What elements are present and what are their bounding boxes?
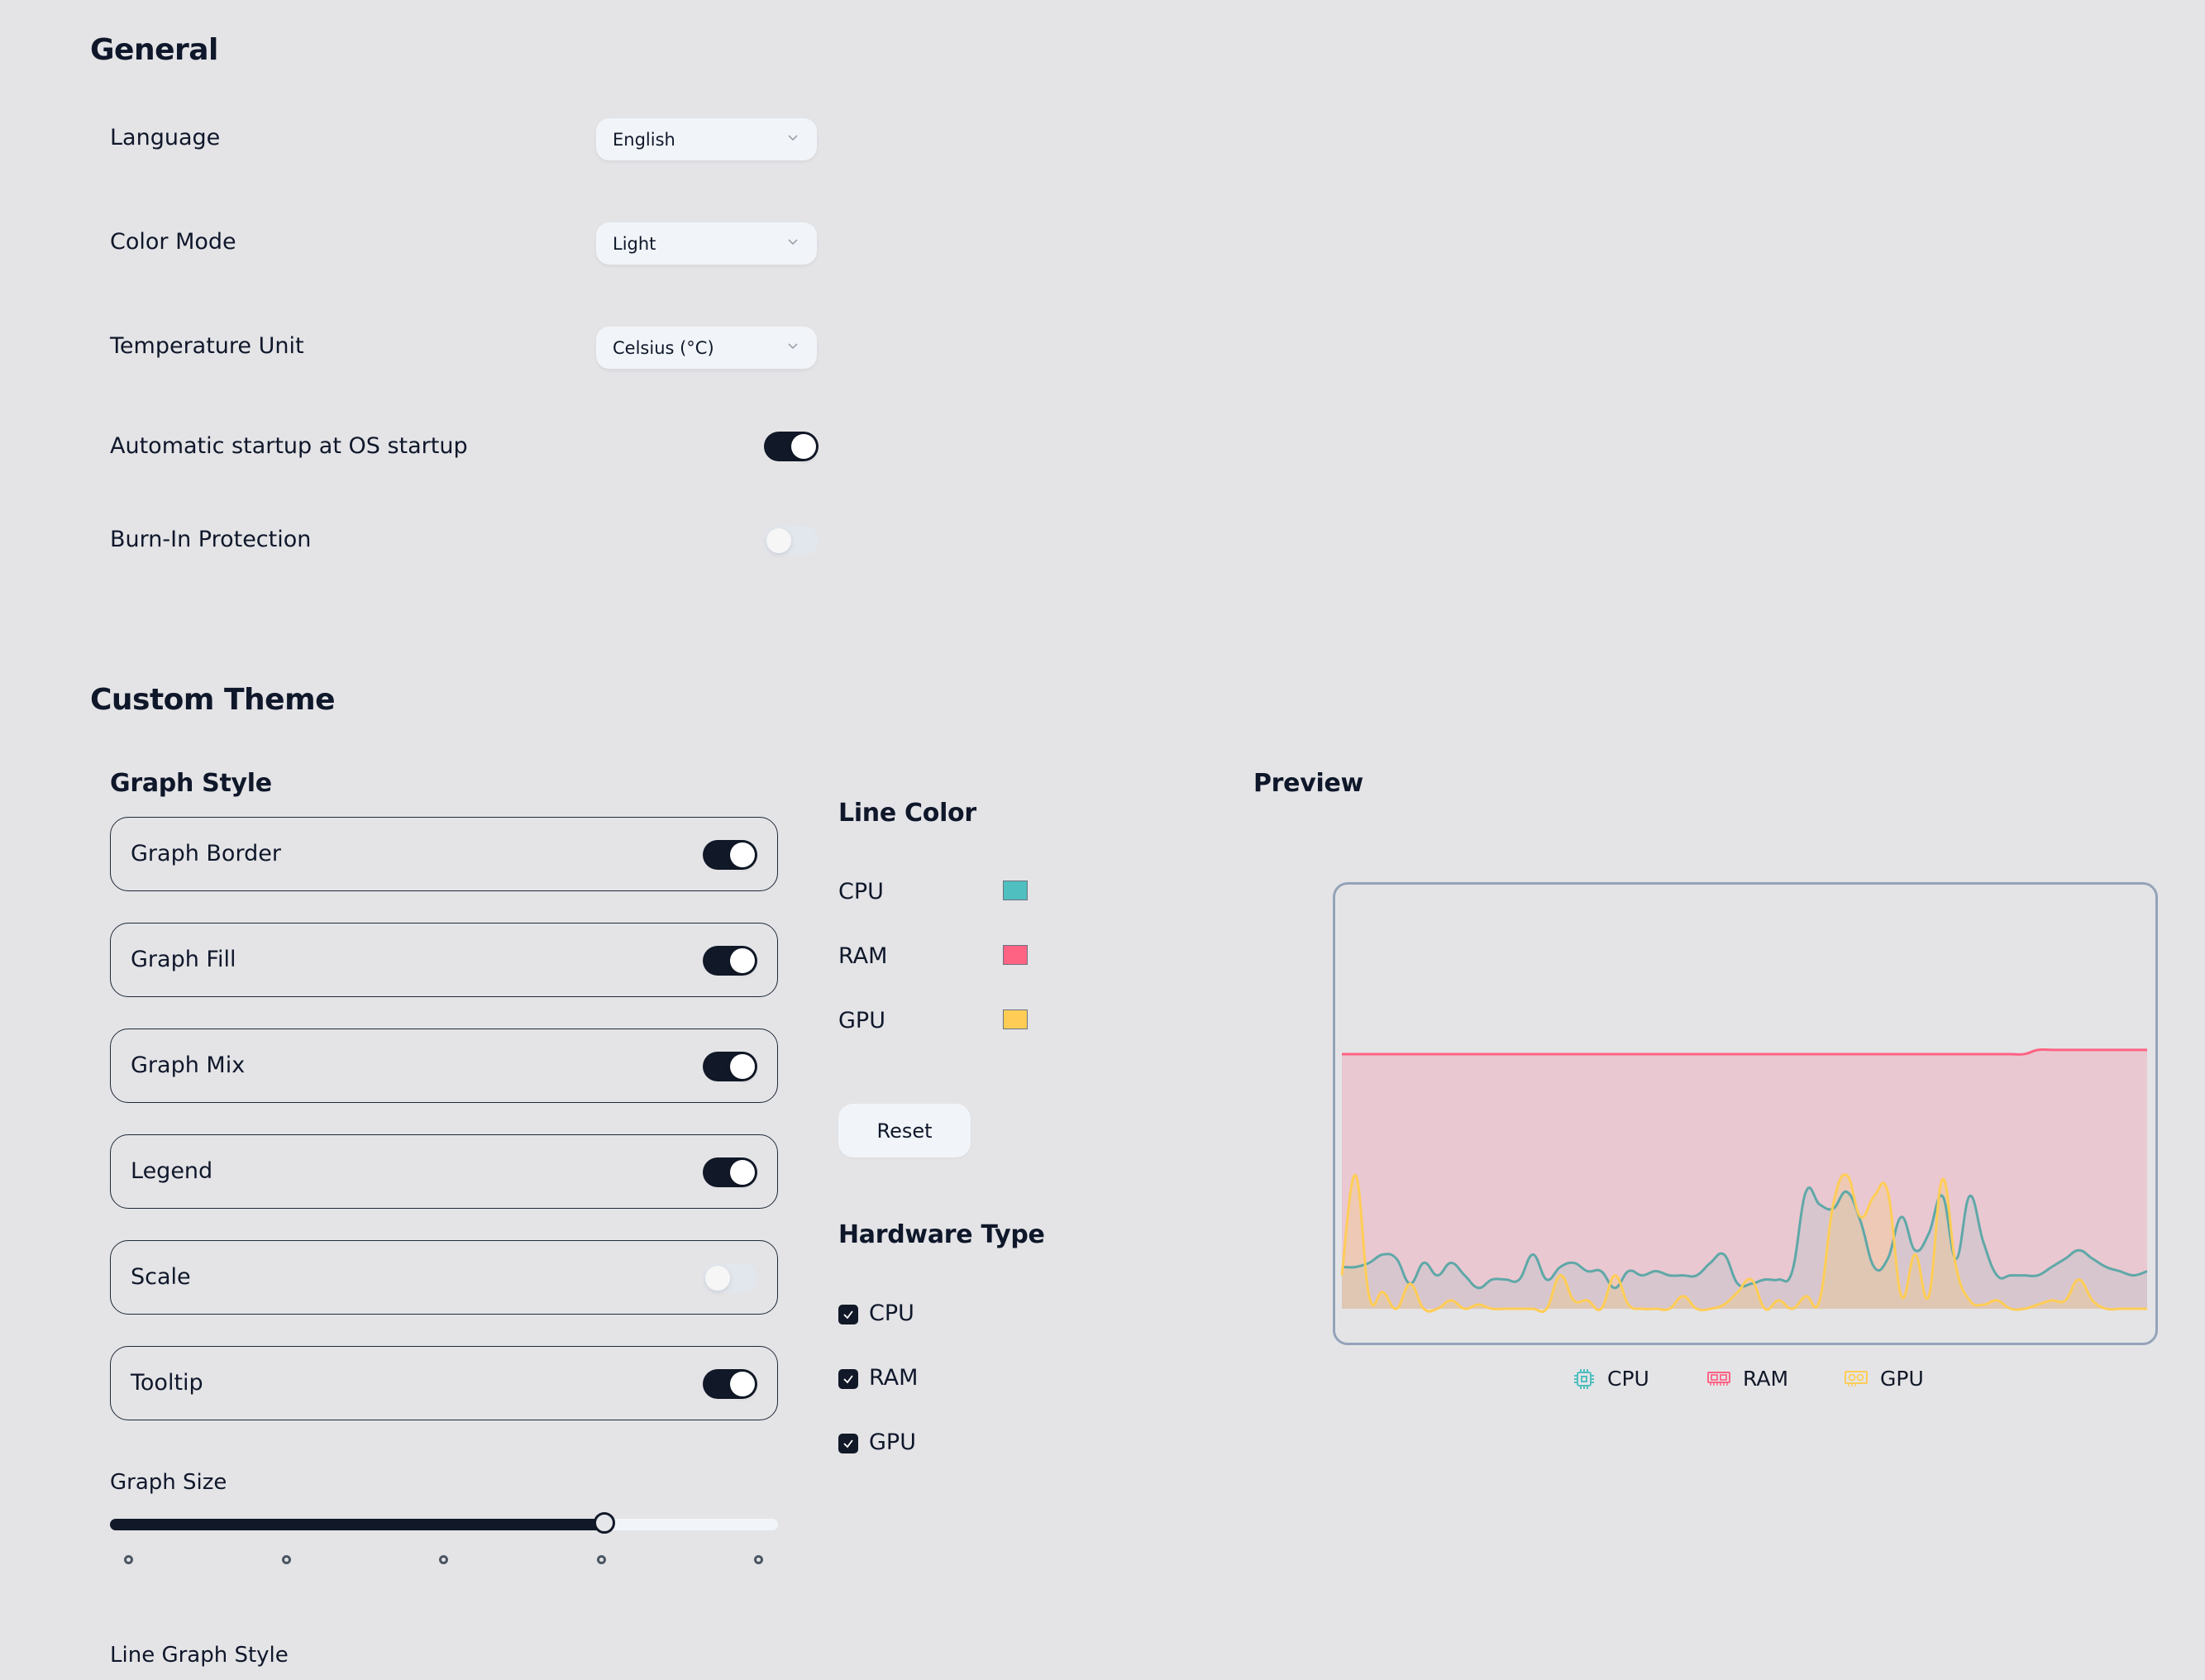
auto-startup-toggle[interactable] bbox=[764, 432, 819, 461]
hardware-ram-label: RAM bbox=[869, 1365, 919, 1391]
gpu-checkbox[interactable] bbox=[838, 1434, 858, 1453]
color-mode-select[interactable]: Light bbox=[596, 222, 817, 265]
burn-in-toggle[interactable] bbox=[764, 526, 819, 556]
ram-color-swatch[interactable] bbox=[1003, 945, 1028, 965]
graph-mix-option: Graph Mix bbox=[110, 1029, 778, 1103]
legend-ram[interactable]: RAM bbox=[1706, 1367, 1788, 1391]
toggle-knob bbox=[705, 1266, 730, 1291]
graph-border-label: Graph Border bbox=[131, 841, 281, 866]
section-title-general: General bbox=[90, 33, 218, 67]
scale-toggle[interactable] bbox=[703, 1263, 757, 1293]
color-mode-value: Light bbox=[613, 233, 656, 254]
graph-size-label: Graph Size bbox=[110, 1470, 227, 1495]
chart-plot bbox=[1340, 1048, 2148, 1314]
gpu-icon bbox=[1845, 1370, 1868, 1386]
legend-label: Legend bbox=[131, 1158, 213, 1184]
preview-chart bbox=[1333, 882, 2158, 1345]
cpu-checkbox[interactable] bbox=[838, 1305, 858, 1324]
graph-border-toggle[interactable] bbox=[703, 840, 757, 870]
slider-tick bbox=[439, 1555, 448, 1564]
slider-tick bbox=[597, 1555, 606, 1564]
temperature-unit-label: Temperature Unit bbox=[110, 333, 304, 359]
chevron-down-icon bbox=[788, 343, 798, 350]
tooltip-toggle[interactable] bbox=[703, 1369, 757, 1399]
legend-cpu-label: CPU bbox=[1607, 1367, 1649, 1391]
toggle-knob bbox=[730, 1372, 755, 1396]
check-icon bbox=[843, 1439, 853, 1449]
gpu-color-swatch[interactable] bbox=[1003, 1009, 1028, 1029]
cpu-icon bbox=[1574, 1368, 1594, 1389]
legend-ram-label: RAM bbox=[1743, 1367, 1789, 1391]
language-label: Language bbox=[110, 125, 221, 150]
hardware-type-title: Hardware Type bbox=[838, 1220, 1045, 1249]
auto-startup-label: Automatic startup at OS startup bbox=[110, 433, 468, 459]
graph-fill-label: Graph Fill bbox=[131, 947, 236, 972]
preview-title: Preview bbox=[1253, 769, 1363, 798]
toggle-knob bbox=[730, 842, 755, 867]
slider-tick bbox=[124, 1555, 133, 1564]
chevron-down-icon bbox=[788, 239, 798, 246]
ram-icon bbox=[1707, 1371, 1730, 1386]
language-value: English bbox=[613, 129, 675, 150]
chevron-down-icon bbox=[788, 135, 798, 141]
graph-border-option: Graph Border bbox=[110, 817, 778, 891]
hardware-gpu-label: GPU bbox=[869, 1429, 916, 1455]
line-color-title: Line Color bbox=[838, 799, 976, 828]
scale-option: Scale bbox=[110, 1240, 778, 1315]
line-color-ram-label: RAM bbox=[838, 943, 888, 969]
section-title-custom-theme: Custom Theme bbox=[90, 683, 336, 717]
toggle-knob bbox=[766, 528, 791, 553]
graph-style-title: Graph Style bbox=[110, 769, 272, 798]
graph-mix-toggle[interactable] bbox=[703, 1052, 757, 1081]
graph-mix-label: Graph Mix bbox=[131, 1052, 246, 1078]
legend-gpu-label: GPU bbox=[1880, 1367, 1924, 1391]
reset-button[interactable]: Reset bbox=[838, 1104, 971, 1157]
slider-tick bbox=[282, 1555, 291, 1564]
temperature-unit-select[interactable]: Celsius (°C) bbox=[596, 327, 817, 369]
legend-cpu[interactable]: CPU bbox=[1573, 1367, 1649, 1391]
burn-in-label: Burn-In Protection bbox=[110, 527, 312, 552]
graph-fill-option: Graph Fill bbox=[110, 923, 778, 997]
legend-gpu[interactable]: GPU bbox=[1844, 1367, 1924, 1391]
tooltip-label: Tooltip bbox=[131, 1370, 203, 1396]
ram-checkbox[interactable] bbox=[838, 1369, 858, 1389]
cpu-color-swatch[interactable] bbox=[1003, 881, 1028, 900]
line-color-gpu-label: GPU bbox=[838, 1008, 885, 1033]
legend-toggle[interactable] bbox=[703, 1157, 757, 1187]
tooltip-option: Tooltip bbox=[110, 1346, 778, 1420]
toggle-knob bbox=[791, 434, 816, 459]
toggle-knob bbox=[730, 948, 755, 973]
toggle-knob bbox=[730, 1160, 755, 1185]
slider-tick bbox=[754, 1555, 763, 1564]
color-mode-label: Color Mode bbox=[110, 229, 236, 255]
language-select[interactable]: English bbox=[596, 118, 817, 160]
line-color-cpu-label: CPU bbox=[838, 879, 884, 904]
graph-size-slider[interactable] bbox=[110, 1512, 778, 1534]
slider-fill bbox=[110, 1519, 605, 1530]
temperature-unit-value: Celsius (°C) bbox=[613, 337, 714, 358]
check-icon bbox=[843, 1375, 853, 1384]
graph-fill-toggle[interactable] bbox=[703, 946, 757, 976]
scale-label: Scale bbox=[131, 1264, 191, 1290]
toggle-knob bbox=[730, 1054, 755, 1079]
line-graph-style-label: Line Graph Style bbox=[110, 1643, 289, 1668]
slider-thumb[interactable] bbox=[594, 1512, 615, 1534]
legend-option: Legend bbox=[110, 1134, 778, 1209]
check-icon bbox=[843, 1310, 853, 1320]
hardware-cpu-label: CPU bbox=[869, 1301, 914, 1326]
